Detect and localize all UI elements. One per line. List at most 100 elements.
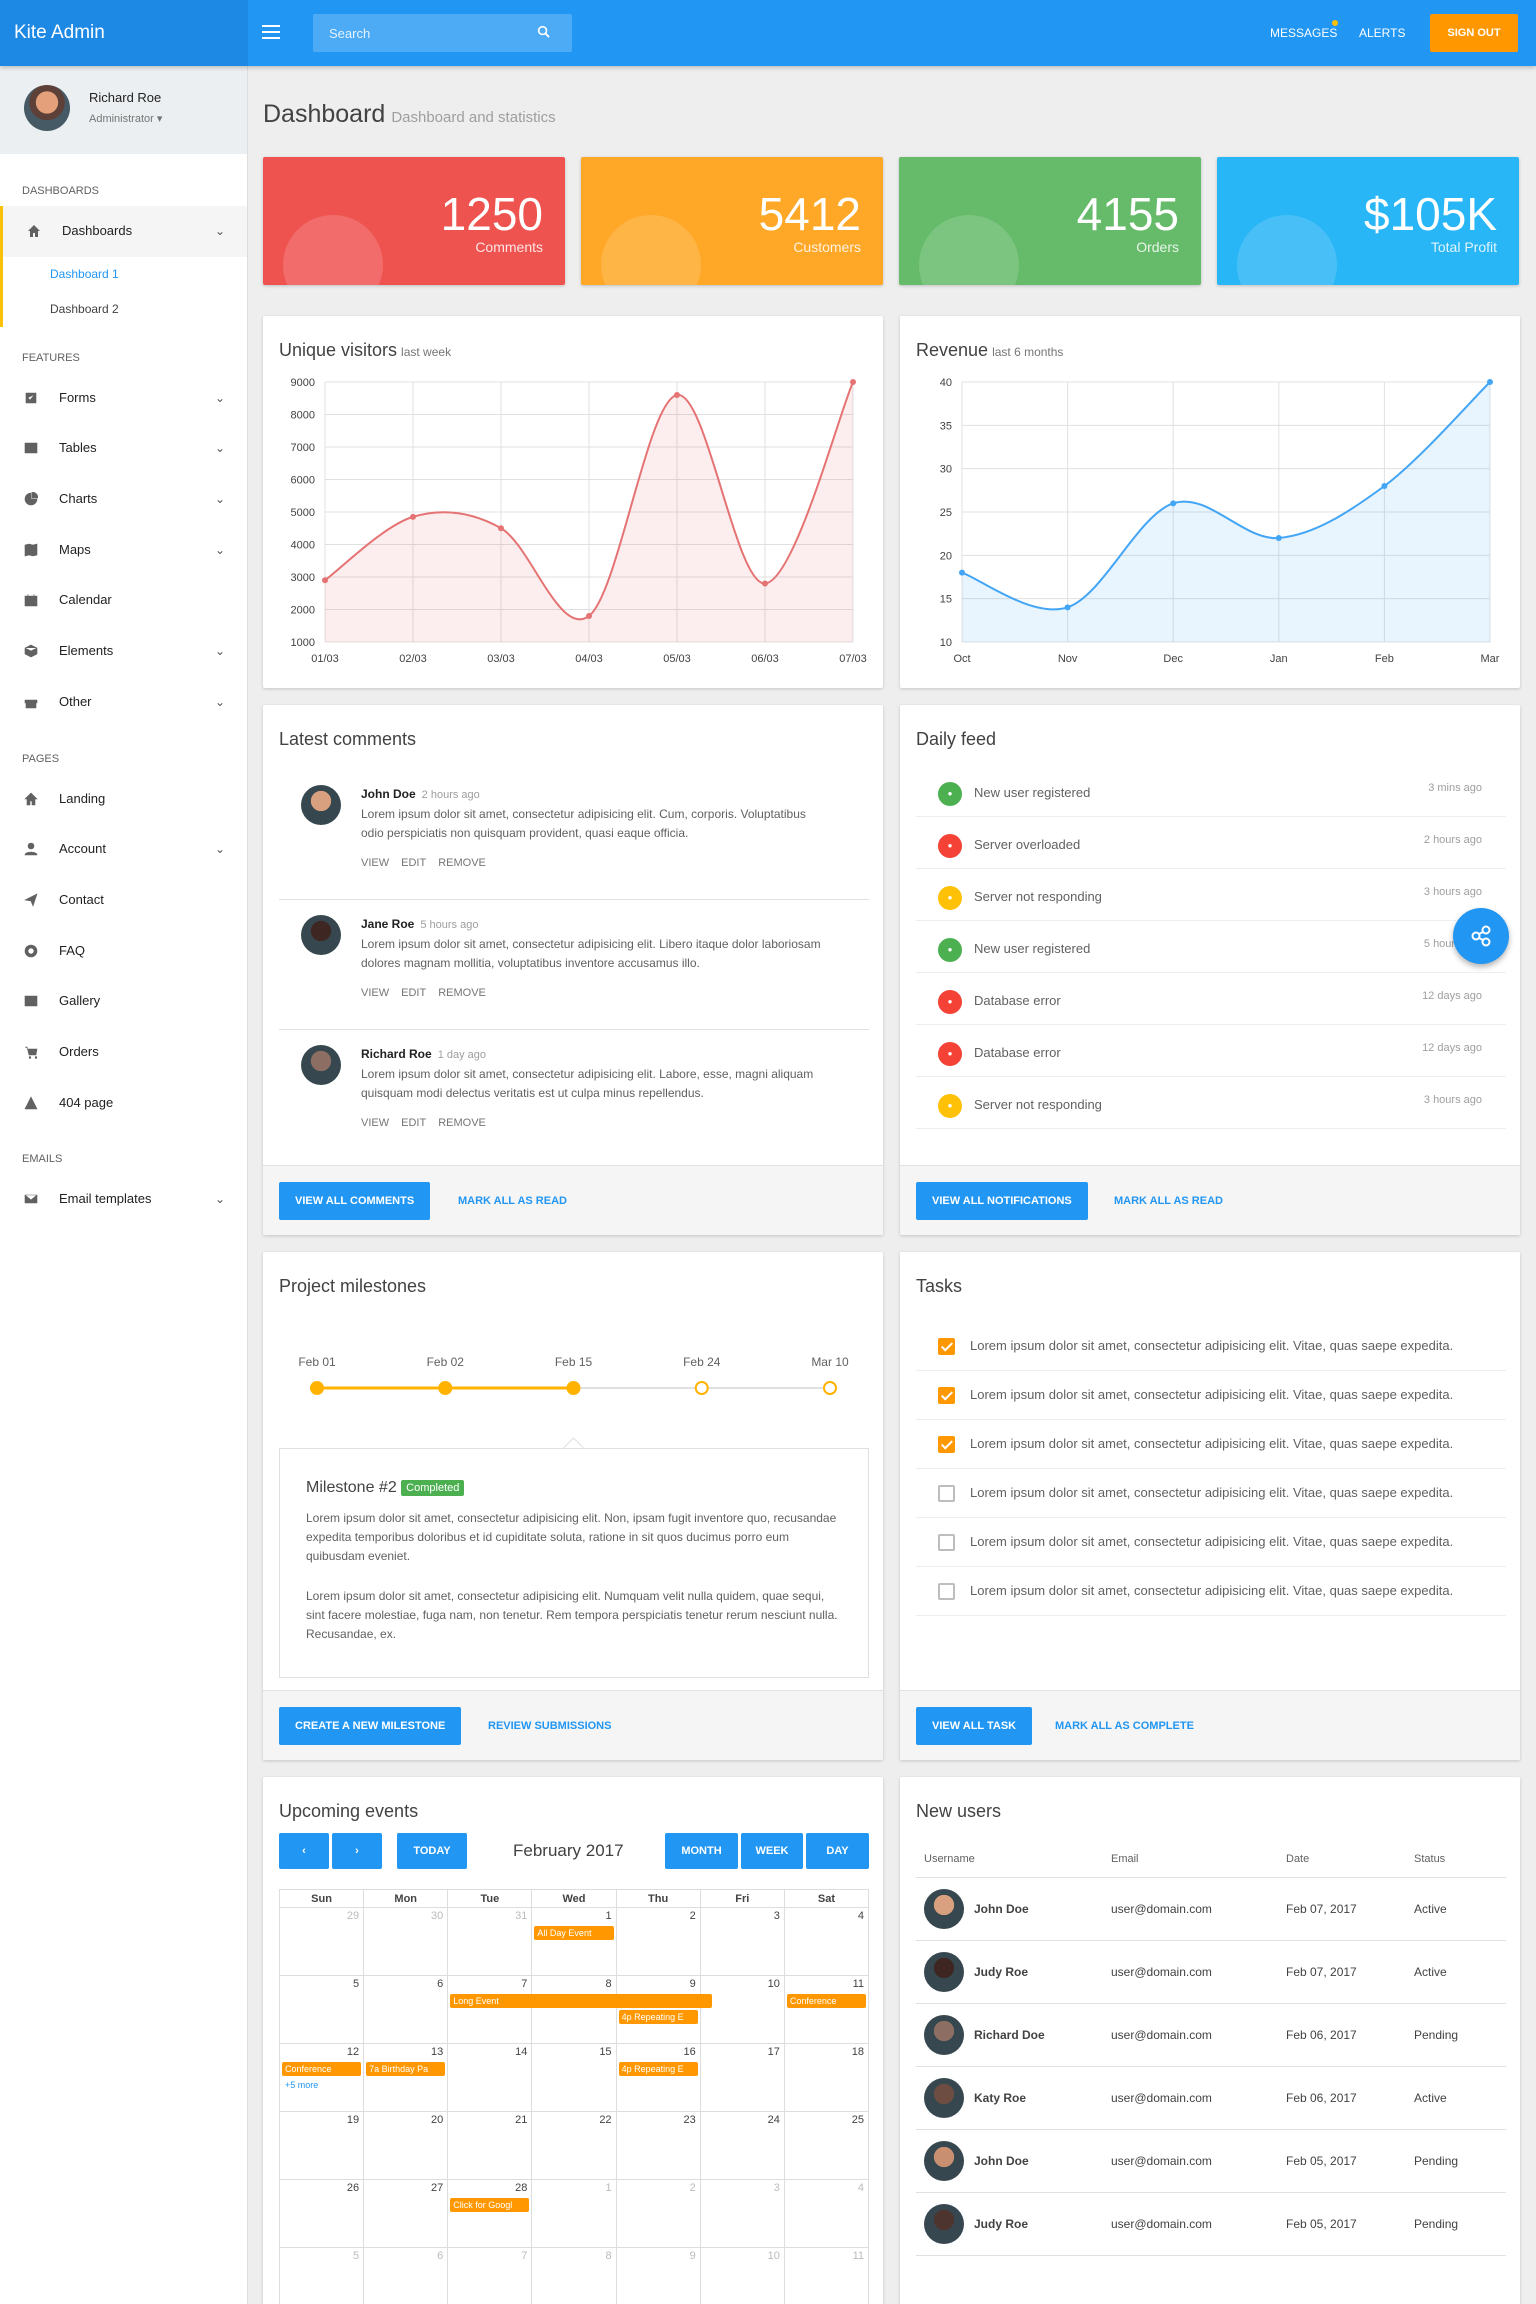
calendar-day-cell[interactable]: 9 [615, 2247, 701, 2304]
table-row[interactable]: Katy Roe user@domain.com Feb 06, 2017 Activ… [916, 2066, 1506, 2130]
share-fab-button[interactable] [1453, 908, 1509, 964]
comment-view-link[interactable]: VIEW [361, 1117, 390, 1129]
feed-item[interactable]: ● New user registered 5 hours ago [916, 921, 1506, 973]
messages-link[interactable]: MESSAGES [1270, 26, 1338, 40]
milestone-dot[interactable] [438, 1381, 453, 1395]
sidebar-item-orders[interactable]: Orders [0, 1027, 247, 1078]
calendar-day-cell[interactable]: 11 Conference [783, 1975, 870, 2044]
milestone-dot[interactable] [694, 1381, 709, 1395]
calendar-day-cell[interactable]: 20 [363, 2111, 449, 2180]
comment-edit-link[interactable]: EDIT [401, 857, 427, 869]
calendar-event[interactable]: 7a Birthday Pa [366, 2062, 446, 2076]
task-checkbox[interactable] [938, 1338, 955, 1355]
calendar-day-cell[interactable]: 26 [278, 2179, 365, 2248]
calendar-day-cell[interactable]: 1 [531, 2179, 617, 2248]
stat-card-comments[interactable]: 1250 Comments [263, 157, 565, 285]
comment-edit-link[interactable]: EDIT [401, 1117, 427, 1129]
alerts-link[interactable]: ALERTS [1359, 26, 1406, 40]
feed-item[interactable]: ● Database error 12 days ago [916, 973, 1506, 1025]
sidebar-item-account[interactable]: Account ⌄ [0, 824, 247, 875]
comment-remove-link[interactable]: REMOVE [438, 987, 486, 999]
calendar-event[interactable]: Conference [282, 2062, 362, 2076]
calendar-event[interactable]: All Day Event [534, 1926, 614, 1940]
calendar-day-cell[interactable]: 8 [531, 2247, 617, 2304]
calendar-day-cell[interactable]: 4 [783, 1907, 870, 1976]
sidebar-item-contact[interactable]: Contact [0, 875, 247, 926]
data-point[interactable] [1064, 604, 1071, 611]
avatar[interactable] [301, 915, 341, 955]
sidebar-item-email-templates[interactable]: Email templates ⌄ [0, 1174, 247, 1225]
calendar-day-cell[interactable]: 2 [615, 2179, 701, 2248]
sidebar-item-landing[interactable]: Landing [0, 774, 247, 825]
calendar-day-cell[interactable]: 29 [278, 1907, 365, 1976]
view-all-task-button[interactable]: VIEW ALL TASK [916, 1707, 1033, 1745]
calendar-day-cell[interactable]: 7 Long Event [447, 1975, 712, 2044]
view-all-notifications-button[interactable]: VIEW ALL NOTIFICATIONS [916, 1182, 1088, 1220]
table-row[interactable]: John Doe user@domain.com Feb 05, 2017 Pendi… [916, 2129, 1506, 2193]
calendar-event[interactable]: Click for Googl [450, 2198, 530, 2212]
sidebar-subitem-dashboard-2[interactable]: Dashboard 2 [0, 291, 247, 327]
calendar-day-cell[interactable]: 10 [699, 2247, 785, 2304]
calendar-event[interactable]: 4p Repeating E [618, 2062, 698, 2076]
comment-view-link[interactable]: VIEW [361, 987, 390, 999]
calendar-day-cell[interactable]: 25 [783, 2111, 870, 2180]
calendar-day-cell[interactable]: 5 [278, 1975, 365, 2044]
table-row[interactable]: Judy Roe user@domain.com Feb 05, 2017 Pendi… [916, 2192, 1506, 2256]
calendar-day-cell[interactable]: 2 [615, 1907, 701, 1976]
calendar-day-cell[interactable]: 28 Click for Googl [447, 2179, 533, 2248]
calendar-day-cell[interactable]: 7 [447, 2247, 533, 2304]
calendar-day-cell[interactable]: 31 [447, 1907, 533, 1976]
data-point[interactable] [850, 379, 856, 385]
milestone-dot[interactable] [310, 1381, 324, 1395]
mark-all-read-link[interactable]: MARK ALL AS READ [1114, 1195, 1223, 1207]
calendar-day-cell[interactable]: 10 [699, 1975, 785, 2044]
calendar-day-cell[interactable]: 4 [783, 2179, 870, 2248]
avatar[interactable] [301, 785, 341, 825]
sidebar-item-dashboards[interactable]: Dashboards ⌄ [0, 206, 247, 257]
sidebar-subitem-dashboard-1[interactable]: Dashboard 1 [0, 256, 247, 292]
mark-all-read-link[interactable]: MARK ALL AS READ [458, 1195, 567, 1207]
search-icon[interactable] [537, 25, 550, 38]
sidebar-item-faq[interactable]: FAQ [0, 926, 247, 977]
feed-item[interactable]: ● Server not responding 3 hours ago [916, 1077, 1506, 1129]
calendar-day-cell[interactable]: 6 [363, 1975, 449, 2044]
data-point[interactable] [498, 525, 504, 532]
calendar-day-cell[interactable]: 1 All Day Event [531, 1907, 617, 1976]
calendar-day-cell[interactable]: 12 Conference +5 more [278, 2043, 365, 2112]
sidebar-item-maps[interactable]: Maps ⌄ [0, 525, 247, 576]
sidebar-item-404-page[interactable]: 404 page [0, 1078, 247, 1129]
calendar-event[interactable]: 4p Repeating E [618, 2010, 698, 2024]
sidebar-item-calendar[interactable]: Calendar [0, 575, 247, 626]
data-point[interactable] [1170, 500, 1177, 507]
data-point[interactable] [959, 569, 965, 576]
column-header[interactable]: Username [916, 1841, 1111, 1878]
calendar-month-view-button[interactable]: MONTH [665, 1833, 738, 1869]
calendar-day-cell[interactable]: 11 [783, 2247, 870, 2304]
calendar-day-cell[interactable]: 3 [699, 1907, 785, 1976]
sidebar-item-charts[interactable]: Charts ⌄ [0, 474, 247, 525]
column-header[interactable]: Date [1286, 1841, 1414, 1878]
data-point[interactable] [322, 577, 328, 584]
calendar-day-cell[interactable]: 30 [363, 1907, 449, 1976]
comment-remove-link[interactable]: REMOVE [438, 857, 486, 869]
stat-card-total-profit[interactable]: $105K Total Profit [1217, 157, 1519, 285]
data-point[interactable] [1487, 379, 1493, 385]
calendar-prev-button[interactable]: ‹ [279, 1833, 329, 1869]
calendar-day-cell[interactable]: 15 [531, 2043, 617, 2112]
data-point[interactable] [586, 613, 592, 619]
menu-icon[interactable] [262, 21, 280, 43]
table-row[interactable]: Richard Doe user@domain.com Feb 06, 2017 Pe… [916, 2003, 1506, 2067]
stat-card-orders[interactable]: 4155 Orders [899, 157, 1201, 285]
sidebar-item-tables[interactable]: Tables ⌄ [0, 423, 247, 474]
table-row[interactable]: John Doe user@domain.com Feb 07, 2017 Activ… [916, 1877, 1506, 1941]
avatar[interactable] [301, 1045, 341, 1085]
calendar-day-cell[interactable]: 13 7a Birthday Pa [363, 2043, 449, 2112]
milestone-dot[interactable] [823, 1381, 837, 1395]
sidebar-item-elements[interactable]: Elements ⌄ [0, 626, 247, 677]
calendar-day-cell[interactable]: 3 [699, 2179, 785, 2248]
calendar-event[interactable]: +5 more [285, 2080, 319, 2090]
column-header[interactable]: Email [1111, 1841, 1286, 1878]
calendar-event[interactable]: Long Event [450, 1994, 712, 2008]
calendar-day-cell[interactable]: 9 4p Repeating E [615, 1975, 701, 2044]
data-point[interactable] [674, 392, 680, 398]
